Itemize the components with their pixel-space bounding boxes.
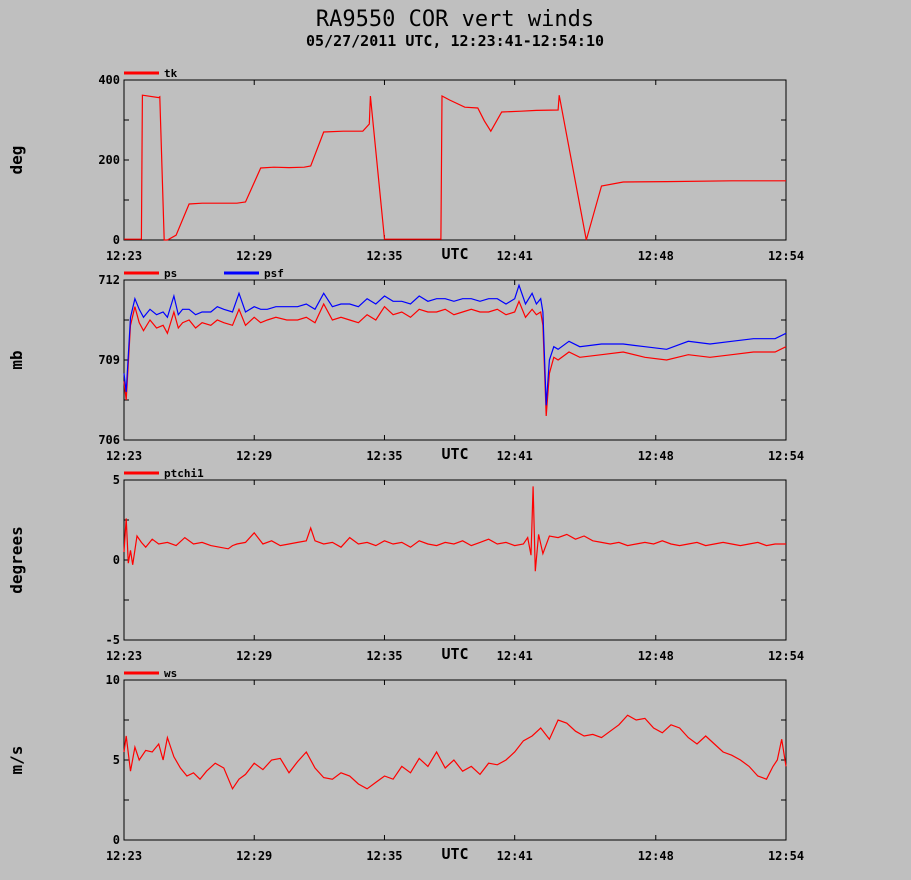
series-line-ws	[123, 714, 787, 791]
series-line-ptchi1	[123, 486, 786, 572]
x-tick-label: 12:48	[638, 849, 674, 863]
panel-4: 0 5 10 12:23 12:29 12:35 12:41 12:48 12:54 UTC m/s…	[7, 667, 804, 863]
x-tick-label: 12:35	[366, 849, 402, 863]
legend-label-tk: tk	[164, 67, 178, 80]
series-line-tk	[124, 94, 786, 241]
y-tick-label: 400	[98, 73, 120, 87]
x-tick-label: 12:35	[366, 249, 402, 263]
x-axis-label: UTC	[441, 445, 468, 463]
y-axis-label: mb	[7, 350, 26, 369]
x-tick-label: 12:41	[497, 649, 533, 663]
y-tick-label: 5	[113, 753, 120, 767]
y-tick-label: 0	[113, 233, 120, 247]
y-tick-label: 200	[98, 153, 120, 167]
x-axis-label: UTC	[441, 845, 468, 863]
x-tick-label: 12:29	[236, 449, 272, 463]
y-tick-label: 5	[113, 473, 120, 487]
y-tick-label: 0	[113, 553, 120, 567]
series-line-psf	[123, 283, 787, 406]
x-tick-label: 12:54	[768, 849, 804, 863]
x-axis-label: UTC	[441, 245, 468, 263]
x-tick-label: 12:41	[497, 249, 533, 263]
x-tick-label: 12:23	[106, 849, 142, 863]
x-tick-label: 12:48	[638, 449, 674, 463]
panel-1: 0 200 400 12:23 12:29 12:35 12:41 12:48 12:54 UTC…	[7, 67, 804, 263]
panels-group: 0 200 400 12:23 12:29 12:35 12:41 12:48 12:54 UTC…	[7, 67, 804, 863]
x-tick-label: 12:54	[768, 649, 804, 663]
x-axis-label: UTC	[441, 645, 468, 663]
x-tick-label: 12:23	[106, 449, 142, 463]
x-tick-label: 12:54	[768, 249, 804, 263]
x-tick-label: 12:23	[106, 649, 142, 663]
x-tick-label: 12:29	[236, 849, 272, 863]
x-tick-label: 12:23	[106, 249, 142, 263]
panel-3: -5 0 5 12:23 12:29 12:35 12:41 12:48 12:54 UTC deg…	[7, 467, 804, 663]
y-tick-label: 0	[113, 833, 120, 847]
y-tick-label: 10	[106, 673, 120, 687]
x-tick-label: 12:48	[638, 649, 674, 663]
y-axis-label: deg	[7, 146, 26, 175]
legend-label-ps: ps	[164, 267, 177, 280]
y-tick-label: 712	[98, 273, 120, 287]
y-tick-label: 709	[98, 353, 120, 367]
chart-title: RA9550 COR vert winds	[316, 7, 594, 32]
x-tick-label: 12:29	[236, 649, 272, 663]
x-tick-label: 12:35	[366, 449, 402, 463]
x-tick-label: 12:41	[497, 449, 533, 463]
y-tick-label: 706	[98, 433, 120, 447]
y-axis-label: degrees	[7, 526, 26, 593]
x-tick-label: 12:29	[236, 249, 272, 263]
x-tick-label: 12:54	[768, 449, 804, 463]
x-tick-label: 12:35	[366, 649, 402, 663]
legend-label-ws: ws	[164, 667, 177, 680]
legend-label-ptchi1: ptchi1	[164, 467, 204, 480]
y-axis-label: m/s	[7, 746, 26, 775]
panel-2: 706 709 712 12:23 12:29 12:35 12:41 12:48 12:54 U…	[7, 267, 804, 463]
x-tick-label: 12:41	[497, 849, 533, 863]
legend-label-psf: psf	[264, 267, 284, 280]
y-tick-label: -5	[106, 633, 120, 647]
chart-subtitle: 05/27/2011 UTC, 12:23:41-12:54:10	[306, 32, 604, 50]
series-line-ps	[123, 299, 787, 417]
x-tick-label: 12:48	[638, 249, 674, 263]
